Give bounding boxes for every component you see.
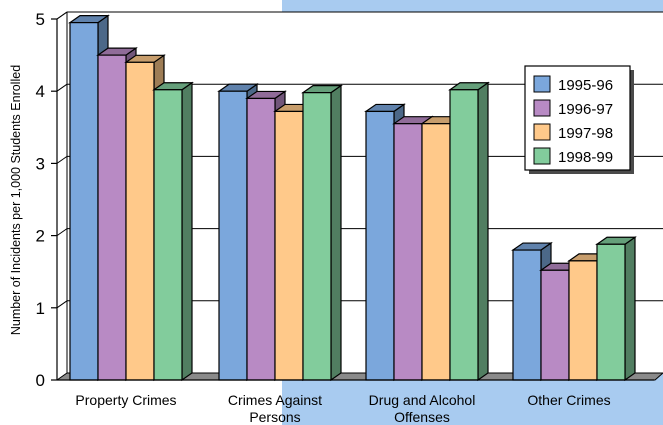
bar	[274, 110, 304, 381]
bar	[302, 92, 332, 381]
bar	[393, 123, 423, 381]
x-category-label: Offenses	[394, 409, 450, 425]
gridline-depth	[56, 155, 68, 164]
y-axis-label: Number of Incidents per 1,000 Students E…	[9, 65, 23, 335]
legend-label: 1996-97	[558, 101, 613, 118]
bar-side	[330, 84, 342, 382]
x-category-label: Other Crimes	[527, 392, 610, 408]
bar	[512, 249, 542, 381]
legend-swatch	[533, 99, 551, 117]
x-category-label: Property Crimes	[75, 392, 176, 408]
bar	[449, 89, 479, 381]
x-category-label: Crimes Against	[228, 392, 322, 408]
legend-label: 1998-99	[558, 149, 613, 166]
legend-label: 1995-96	[558, 77, 613, 94]
legend-swatch	[533, 147, 551, 165]
bar	[421, 123, 451, 381]
bar	[568, 260, 598, 381]
y-tick-label: 2	[36, 227, 45, 246]
bar	[97, 54, 127, 381]
gridline-depth	[56, 228, 68, 237]
bar	[153, 89, 183, 381]
gridline-depth	[56, 300, 68, 309]
gridline-depth	[56, 83, 68, 92]
bar-side	[624, 236, 636, 382]
y-tick-label: 0	[36, 371, 45, 390]
legend-label: 1997-98	[558, 125, 613, 142]
y-tick-label: 5	[36, 10, 45, 29]
bar	[69, 22, 99, 381]
x-category-label: Drug and Alcohol	[369, 392, 476, 408]
y-axis-depth	[56, 11, 68, 20]
y-tick-label: 4	[36, 82, 45, 101]
bar	[218, 90, 248, 381]
x-category-label: Persons	[249, 409, 300, 425]
legend-swatch	[533, 123, 551, 141]
y-tick-label: 3	[36, 154, 45, 173]
y-tick-label: 1	[36, 299, 45, 318]
bar	[365, 110, 395, 381]
bar	[246, 97, 276, 381]
bar	[540, 269, 570, 381]
bar-side	[181, 81, 193, 382]
bar	[125, 61, 155, 381]
bar	[596, 243, 626, 381]
legend-swatch	[533, 75, 551, 93]
bar-side	[477, 81, 489, 382]
